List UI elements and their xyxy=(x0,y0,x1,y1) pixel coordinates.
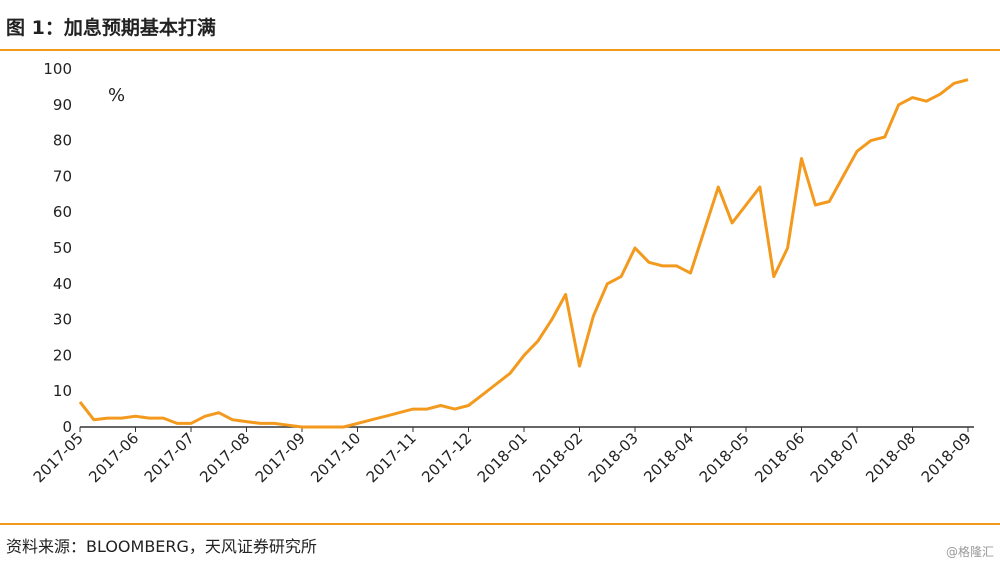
x-tick-label: 2017-07 xyxy=(141,429,198,486)
x-tick-label: 2018-04 xyxy=(640,429,697,486)
y-tick-label: 20 xyxy=(53,346,72,364)
y-tick-label: 70 xyxy=(53,167,72,185)
y-tick-label: 10 xyxy=(53,382,72,400)
y-tick-label: 90 xyxy=(53,96,72,114)
y-tick-label: 30 xyxy=(53,311,72,329)
x-tick-label: 2017-12 xyxy=(418,429,475,486)
x-tick-label: 2018-05 xyxy=(696,429,753,486)
y-tick-label: 0 xyxy=(62,418,72,436)
y-tick-label: 40 xyxy=(53,275,72,293)
x-tick-label: 2017-10 xyxy=(307,429,364,486)
x-tick-label: 2018-06 xyxy=(751,429,808,486)
source: 资料来源：BLOOMBERG，天风证券研究所 xyxy=(6,537,317,556)
y-tick-label: 60 xyxy=(53,203,72,221)
x-tick-label: 2018-07 xyxy=(807,429,864,486)
x-tick-label: 2018-03 xyxy=(585,429,642,486)
x-tick-label: 2017-09 xyxy=(252,429,309,486)
chart-title: 图 1：加息预期基本打满 xyxy=(6,16,216,39)
y-tick-label: 50 xyxy=(53,239,72,257)
x-tick-label: 2018-02 xyxy=(529,429,586,486)
watermark: @格隆汇 xyxy=(946,544,994,559)
x-tick-label: 2017-08 xyxy=(196,429,253,486)
x-tick-label: 2018-01 xyxy=(474,429,531,486)
x-tick-label: 2018-09 xyxy=(918,429,975,486)
x-tick-label: 2017-11 xyxy=(363,429,420,486)
x-tick-label: 2017-06 xyxy=(85,429,142,486)
data-line xyxy=(78,78,969,429)
x-tick-label: 2017-05 xyxy=(30,429,87,486)
x-tick-label: 2018-08 xyxy=(862,429,919,486)
y-tick-label: 80 xyxy=(53,132,72,150)
y-tick-label: 100 xyxy=(43,60,72,78)
unit-label: % xyxy=(108,85,125,106)
